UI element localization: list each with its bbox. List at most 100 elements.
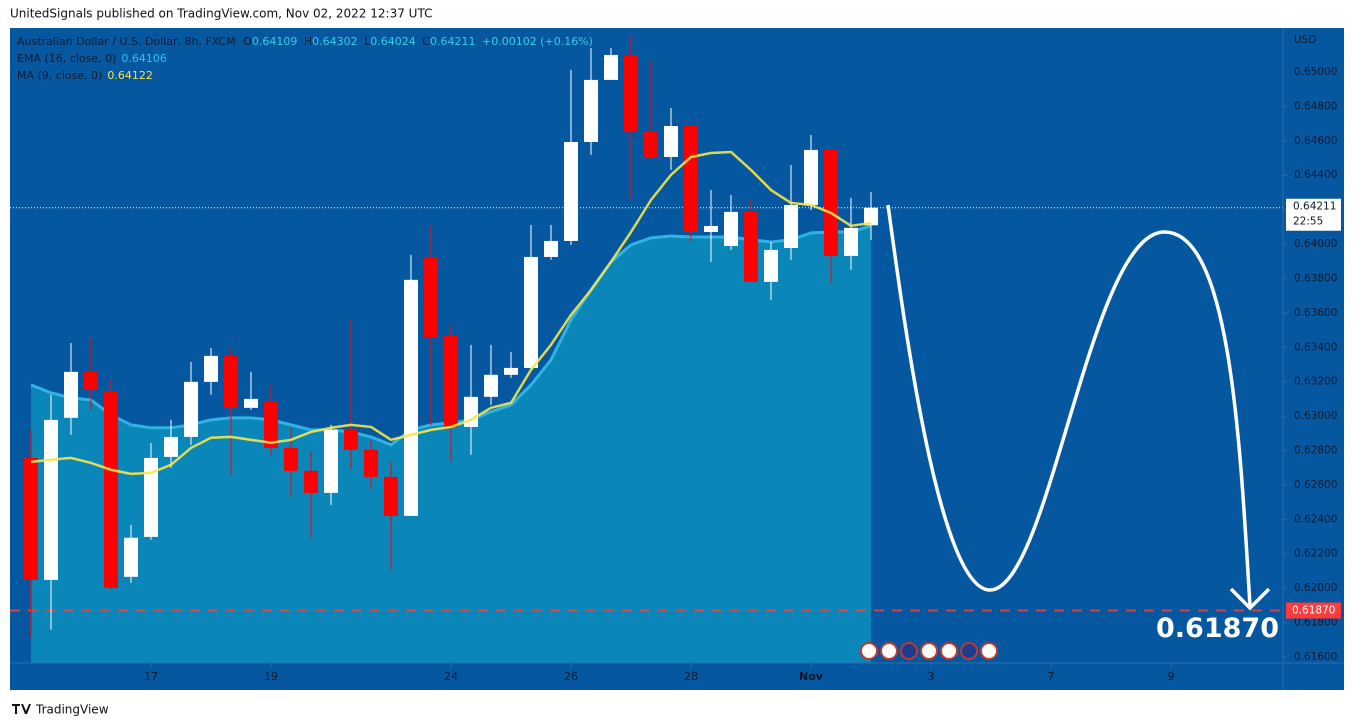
x-tick-label: 26 xyxy=(564,670,578,683)
candle-body xyxy=(224,355,238,408)
y-tick-label: 0.63000 xyxy=(1294,410,1337,422)
plot-area: 0.61600 0.61800 0.62000 0.62200 0.62400 0.626… xyxy=(10,34,1337,683)
candle-body xyxy=(404,279,418,516)
x-tick-label: 7 xyxy=(1048,670,1055,683)
x-tick-label: 17 xyxy=(144,670,158,683)
x-tick-label: 28 xyxy=(684,670,698,683)
y-tick-label: 0.61600 xyxy=(1294,651,1337,663)
candle-body xyxy=(244,398,258,408)
candle-body xyxy=(724,211,738,246)
x-tick-label: 24 xyxy=(444,670,458,683)
event-icon xyxy=(900,642,918,660)
legend-value: 0.64122 xyxy=(107,69,153,82)
candle-body xyxy=(144,457,158,537)
candle-body xyxy=(784,204,798,248)
candle-body xyxy=(364,449,378,477)
event-icon xyxy=(940,642,958,660)
candle-body xyxy=(484,374,498,397)
y-tick-label: 0.62200 xyxy=(1294,548,1337,560)
y-tick-label: 0.64800 xyxy=(1294,100,1337,112)
candle-body xyxy=(684,126,698,232)
y-tick-label: 0.62400 xyxy=(1294,513,1337,525)
legend-value: 0.64106 xyxy=(121,52,167,65)
x-tick-label: Nov xyxy=(799,670,824,683)
candle-body xyxy=(64,371,78,418)
candle-body xyxy=(424,256,438,337)
candle-body xyxy=(184,381,198,437)
candle-body xyxy=(104,391,118,588)
header: UnitedSignals published on TradingView.c… xyxy=(10,7,432,21)
event-icon xyxy=(880,642,898,660)
projection-arrowhead xyxy=(1229,587,1271,611)
candle-body xyxy=(164,436,178,457)
symbol: Australian Dollar / U.S. Dollar, 8h, FXC… xyxy=(17,35,236,48)
y-tick-label: 0.61800 xyxy=(1294,617,1337,629)
candle-body xyxy=(744,211,758,282)
candle-body xyxy=(204,355,218,382)
candle-body xyxy=(344,429,358,450)
candle-body xyxy=(624,54,638,133)
ohlc-value: 0.64024 xyxy=(370,35,416,48)
y-tick-label: 0.62800 xyxy=(1294,445,1337,457)
candle-body xyxy=(44,419,58,580)
y-tick-label: 0.63800 xyxy=(1294,272,1337,284)
ohlc-value: 0.64302 xyxy=(312,35,358,48)
candle-body xyxy=(464,396,478,427)
candle-body xyxy=(664,126,678,157)
candle-body xyxy=(324,429,338,493)
ma-line xyxy=(30,150,872,476)
y-tick-label: 0.63400 xyxy=(1294,341,1337,353)
ohlc-value: 0.64211 xyxy=(430,35,476,48)
tv-logo xyxy=(12,704,31,714)
y-tick-label: 0.62600 xyxy=(1294,479,1337,491)
candle-body xyxy=(704,225,718,232)
legend-line-2: EMA (16, close, 0) 0.64106 xyxy=(17,52,167,65)
candle-body xyxy=(24,457,38,580)
y-tick-label: 0.64400 xyxy=(1294,169,1337,181)
overlay: 0.64211 22:55 0.61870 0.61870 xyxy=(1156,198,1341,644)
ohlc-value: 0.64109 xyxy=(252,35,298,48)
candle-body xyxy=(864,207,878,226)
target-axis-label: 0.61870 xyxy=(1292,605,1335,617)
ohlc-key: C xyxy=(422,35,430,48)
legend-line-1: Australian Dollar / U.S. Dollar, 8h, FXC… xyxy=(17,35,593,48)
x-tick-label: 9 xyxy=(1168,670,1175,683)
candle-body xyxy=(844,227,858,256)
y-tick-label: 0.63600 xyxy=(1294,307,1337,319)
y-tick-label: 0.65000 xyxy=(1294,66,1337,78)
legend-entry: EMA (16, close, 0) xyxy=(17,52,116,65)
candle-body xyxy=(444,335,458,427)
footer: TradingView xyxy=(35,703,109,717)
target-box xyxy=(1286,602,1341,619)
candle-body xyxy=(524,256,538,368)
candle-body xyxy=(804,149,818,205)
target-annotation: 0.61870 xyxy=(1156,613,1279,644)
candle-body xyxy=(84,371,98,390)
legend-line-3: MA (9, close, 0) 0.64122 xyxy=(17,69,153,82)
ohlc-key: H xyxy=(304,35,312,48)
candle-body xyxy=(544,240,558,257)
countdown: 22:55 xyxy=(1293,216,1323,228)
event-icon xyxy=(920,642,938,660)
candle-body xyxy=(264,401,278,448)
candle-body xyxy=(124,537,138,577)
candle-body xyxy=(584,79,598,143)
candle-body xyxy=(824,149,838,256)
event-icon xyxy=(960,642,978,660)
candle-body xyxy=(384,476,398,516)
y-tick-label: 0.62000 xyxy=(1294,582,1337,594)
x-tick-label: 3 xyxy=(928,670,935,683)
legend-entry: MA (9, close, 0) xyxy=(17,69,102,82)
candle-body xyxy=(644,132,658,157)
y-tick-label: 0.64000 xyxy=(1294,238,1337,250)
candle-body xyxy=(764,249,778,282)
y-tick-label: 0.63200 xyxy=(1294,376,1337,388)
event-icons xyxy=(860,642,998,660)
ohlc-key: L xyxy=(364,35,371,48)
x-tick-label: 19 xyxy=(264,670,278,683)
candle-body xyxy=(604,54,618,80)
candle-body xyxy=(564,142,578,241)
currency: USD xyxy=(1294,34,1316,46)
